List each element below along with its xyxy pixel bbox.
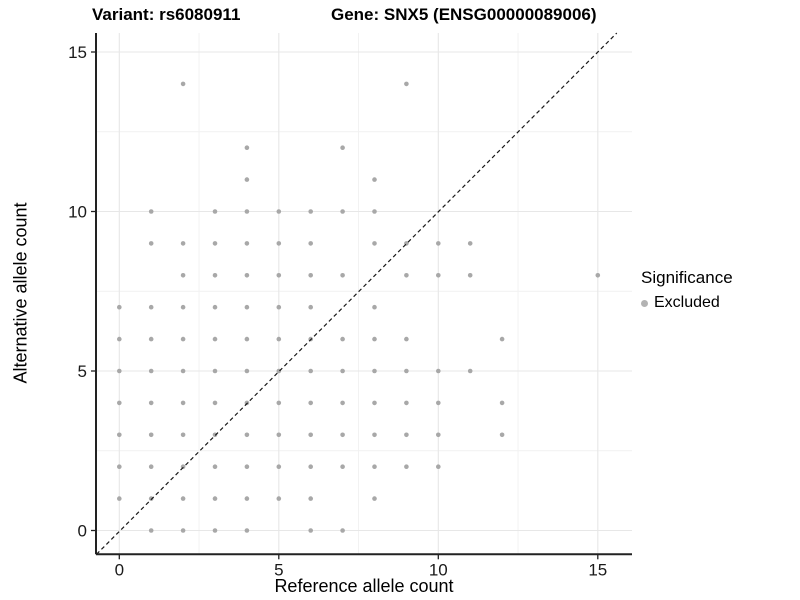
- svg-text:0: 0: [78, 522, 87, 541]
- data-points: [117, 81, 601, 533]
- title-gene: Gene: SNX5 (ENSG00000089006): [331, 5, 597, 24]
- axis-tick-labels: 0 5 10 15 0 5 10 15: [68, 43, 607, 579]
- svg-text:5: 5: [274, 560, 283, 579]
- legend-item-excluded: Excluded: [641, 294, 733, 312]
- axis-lines: [95, 33, 632, 556]
- svg-text:15: 15: [68, 43, 87, 62]
- legend-item-label: Excluded: [654, 294, 720, 311]
- legend: Significance Excluded: [641, 268, 733, 312]
- svg-text:10: 10: [429, 560, 448, 579]
- svg-text:5: 5: [78, 362, 87, 381]
- grid-major-lines: [96, 33, 632, 555]
- svg-text:0: 0: [115, 560, 124, 579]
- svg-text:15: 15: [588, 560, 607, 579]
- y-axis-title: Alternative allele count: [10, 202, 31, 384]
- svg-text:10: 10: [68, 203, 87, 222]
- title-variant: Variant: rs6080911: [92, 5, 241, 24]
- identity-line: [96, 32, 618, 555]
- axis-ticks: [91, 51, 599, 560]
- legend-title: Significance: [641, 268, 733, 287]
- grid-minor-lines: [96, 33, 632, 555]
- x-axis-title: Reference allele count: [274, 576, 454, 596]
- legend-point-icon: [641, 299, 648, 307]
